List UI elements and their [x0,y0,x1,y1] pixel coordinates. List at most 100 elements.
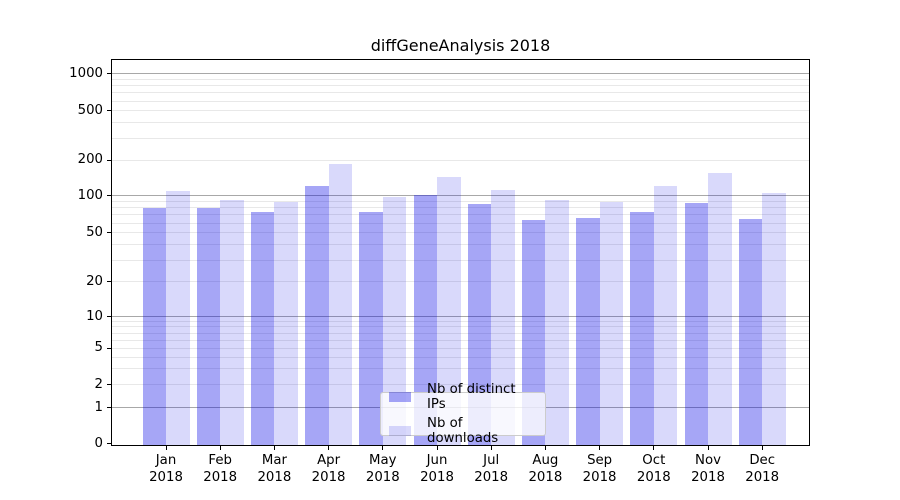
y-tick-10 [107,316,112,318]
x-tick-nov [707,446,709,450]
x-tick-label-jun: Jun 2018 [420,453,454,486]
x-tick-label-nov: Nov 2018 [691,453,725,486]
x-tick-jan [165,446,167,450]
minor-gridline-60 [112,222,809,224]
y-tick-label-10: 10 [86,308,103,324]
y-tick-label-20: 20 [86,273,103,289]
legend-label-distinct-ips: Nb of distinct IPs [427,382,516,412]
bar-aug-distinct-ips [521,219,546,445]
minor-gridline-8 [112,326,809,328]
minor-gridline-500 [112,110,809,112]
y-tick-label-5: 5 [94,340,103,356]
legend-item-downloads: Nb of downloads [389,416,537,446]
y-tick-label-500: 500 [77,102,103,118]
bar-jul-downloads [491,190,515,445]
bar-sep-distinct-ips [576,218,600,445]
minor-gridline-800 [112,85,809,87]
legend: Nb of distinct IPs Nb of downloads [380,382,546,446]
x-tick-sep [599,446,601,450]
legend-label-downloads: Nb of downloads [427,416,499,446]
minor-gridline-600 [112,100,809,102]
bar-jun-distinct-ips [413,195,437,445]
bar-mar-downloads [274,202,298,445]
minor-gridline-7 [112,332,809,334]
minor-gridline-30 [112,259,809,261]
x-tick-label-sep: Sep 2018 [582,453,617,486]
x-tick-jul [490,446,492,450]
y-tick-label-1: 1 [94,399,103,415]
x-tick-aug [544,446,546,450]
minor-gridline-2 [112,384,809,386]
y-tick-100 [107,195,112,197]
minor-gridline-6 [112,339,809,341]
x-tick-label-apr: Apr 2018 [311,453,346,486]
y-tick-20 [107,281,112,283]
bar-may-distinct-ips [359,211,383,445]
minor-gridline-300 [112,137,809,139]
minor-gridline-70 [112,214,809,216]
y-tick-label-50: 50 [86,224,103,240]
bar-feb-distinct-ips [196,208,221,445]
x-tick-label-aug: Aug 2018 [528,453,563,486]
bar-jan-distinct-ips [142,208,166,445]
minor-gridline-80 [112,207,809,209]
minor-gridline-90 [112,201,809,203]
bar-apr-distinct-ips [305,186,329,445]
y-tick-2 [107,384,112,386]
x-tick-label-feb: Feb 2018 [203,453,238,486]
bar-nov-distinct-ips [684,203,708,445]
minor-gridline-40 [112,244,809,246]
minor-gridline-200 [112,159,809,161]
minor-gridline-9 [112,321,809,323]
chart-title: diffGeneAnalysis 2018 [370,36,551,55]
major-gridline-10 [112,316,809,318]
bar-feb-downloads [220,199,244,445]
y-tick-label-0: 0 [94,435,103,451]
x-tick-label-dec: Dec 2018 [745,453,780,486]
minor-gridline-400 [112,122,809,124]
bar-jan-downloads [166,190,190,445]
x-tick-label-oct: Oct 2018 [636,453,671,486]
bar-dec-downloads [762,192,786,445]
y-tick-1 [107,407,112,409]
x-tick-label-jul: Jul 2018 [474,453,509,486]
minor-gridline-3 [112,368,809,370]
bar-jul-distinct-ips [467,203,492,445]
major-gridline-1000 [112,73,809,75]
minor-gridline-5 [112,347,809,349]
y-tick-label-200: 200 [77,152,103,168]
bar-oct-distinct-ips [630,211,654,445]
y-tick-50 [107,232,112,234]
legend-item-distinct-ips: Nb of distinct IPs [389,382,537,412]
bar-apr-downloads [328,163,353,445]
x-tick-label-mar: Mar 2018 [257,453,292,486]
legend-swatch-distinct-ips [389,392,411,402]
y-tick-500 [107,110,112,112]
y-tick-200 [107,159,112,161]
bar-sep-downloads [599,201,624,445]
bars-layer [112,60,809,445]
x-tick-oct [653,446,655,450]
x-tick-label-may: May 2018 [365,453,400,486]
bar-may-downloads [382,196,407,445]
y-tick-1000 [107,73,112,75]
bar-mar-distinct-ips [250,211,275,445]
bar-oct-downloads [653,186,678,445]
x-tick-label-jan: Jan 2018 [149,453,183,486]
y-tick-label-2: 2 [94,376,103,392]
x-tick-apr [328,446,330,450]
y-tick-5 [107,347,112,349]
x-tick-feb [219,446,221,450]
minor-gridline-4 [112,356,809,358]
bar-jun-downloads [437,176,461,445]
minor-gridline-700 [112,92,809,94]
x-tick-jun [436,446,438,450]
major-gridline-100 [112,195,809,197]
legend-swatch-downloads [389,426,411,436]
x-tick-may [382,446,384,450]
minor-gridline-20 [112,281,809,283]
bar-dec-distinct-ips [738,218,763,445]
y-tick-label-1000: 1000 [69,65,103,81]
y-tick-label-100: 100 [77,187,103,203]
